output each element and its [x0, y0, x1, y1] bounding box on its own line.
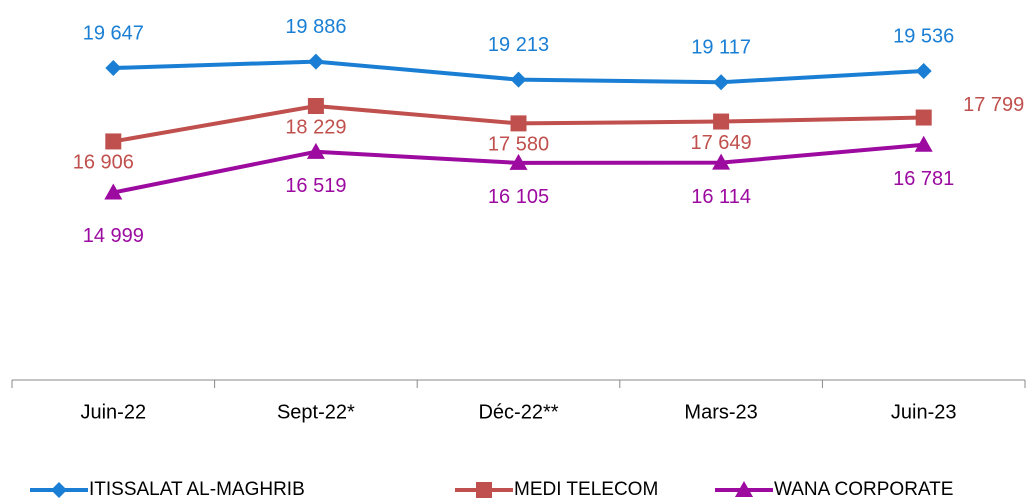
x-tick-label: Juin-23: [891, 401, 957, 423]
legend-label: MEDI TELECOM: [514, 479, 658, 500]
legend-marker: [476, 482, 492, 498]
x-tick-label: Déc-22**: [478, 401, 558, 423]
data-point: [914, 135, 933, 152]
data-point: [509, 153, 528, 170]
data-label: 16 519: [285, 175, 346, 197]
data-point: [105, 60, 122, 77]
data-label: 16 781: [893, 168, 954, 190]
data-label: 19 886: [285, 16, 346, 38]
data-label: 19 536: [893, 25, 954, 47]
data-point: [306, 142, 325, 159]
data-label: 16 105: [488, 186, 549, 208]
x-tick-label: Juin-22: [80, 401, 146, 423]
data-point: [712, 153, 731, 170]
data-point: [510, 71, 527, 88]
data-label: 17 580: [488, 134, 549, 156]
data-label: 19 213: [488, 34, 549, 56]
data-label: 19 647: [83, 22, 144, 44]
x-tick-label: Sept-22*: [277, 401, 355, 423]
legend-marker: [51, 482, 67, 498]
data-point: [713, 113, 730, 130]
legend-label: WANA CORPORATE: [774, 479, 953, 500]
data-point: [510, 115, 527, 132]
x-tick-label: Mars-23: [684, 401, 757, 423]
data-point: [713, 74, 730, 91]
data-label: 14 999: [83, 225, 144, 247]
data-label: 17 799: [963, 94, 1024, 116]
legend-marker: [735, 481, 753, 497]
data-label: 19 117: [691, 37, 751, 59]
data-label: 17 649: [691, 132, 752, 154]
legend-label: ITISSALAT AL-MAGHRIB: [89, 479, 305, 500]
data-point: [307, 53, 324, 70]
data-label: 16 114: [691, 186, 751, 208]
data-point: [307, 98, 324, 115]
data-label: 18 229: [285, 116, 346, 138]
data-point: [915, 63, 932, 79]
data-point: [104, 183, 123, 200]
data-label: 16 906: [73, 152, 134, 174]
data-point: [915, 109, 932, 126]
data-point: [105, 133, 122, 150]
